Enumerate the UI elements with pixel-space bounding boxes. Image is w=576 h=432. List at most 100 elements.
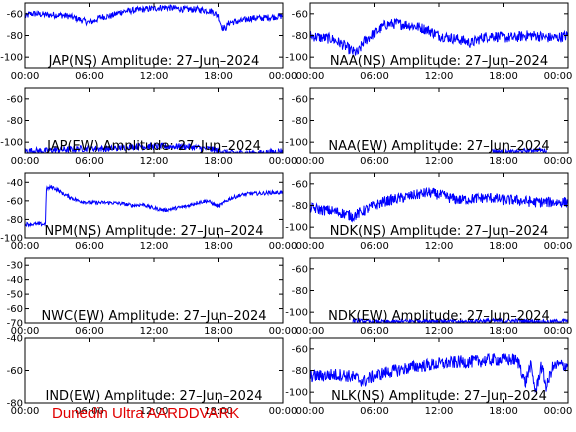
x-tick-label: 00:00 [544,71,573,82]
y-tick-label: -100 [0,138,23,149]
x-tick-label: 06:00 [75,326,104,337]
x-tick-label: 00:00 [11,71,40,82]
x-tick-label: 18:00 [204,406,233,417]
x-tick-label: 06:00 [360,241,389,252]
panel-title: IND(EW) Amplitude: 27–Jun–2024 [46,389,263,404]
x-tick-label: 12:00 [425,241,454,252]
y-tick-label: -50 [7,290,23,301]
panel-title: NAA(NS) Amplitude: 27–Jun–2024 [330,54,548,69]
panel-title: NPM(NS) Amplitude: 27–Jun–2024 [44,224,263,239]
x-tick-label: 18:00 [204,241,233,252]
x-tick-label: 06:00 [75,241,104,252]
x-tick-label: 00:00 [11,406,40,417]
x-tick-label: 12:00 [140,156,169,167]
y-tick-label: -60 [292,179,308,190]
x-tick-label: 06:00 [75,71,104,82]
x-tick-label: 00:00 [296,71,325,82]
y-tick-label: -100 [285,223,308,234]
y-tick-label: -80 [292,31,308,42]
y-tick-label: -100 [0,53,23,64]
x-tick-label: 18:00 [489,156,518,167]
y-tick-label: -60 [7,304,23,315]
panel-title: JAP(NS) Amplitude: 27–Jun–2024 [48,54,260,69]
y-tick-label: -60 [292,264,308,275]
x-tick-label: 00:00 [269,71,298,82]
x-tick-label: 12:00 [140,71,169,82]
footer-credit: Dunedin Ultra AARDDVARK [52,405,240,422]
x-tick-label: 00:00 [544,326,573,337]
x-tick-label: 00:00 [296,156,325,167]
y-tick-label: -80 [7,116,23,127]
x-tick-label: 12:00 [425,406,454,417]
x-tick-label: 00:00 [11,326,40,337]
x-tick-label: 00:00 [11,156,40,167]
y-tick-label: -100 [285,308,308,319]
y-tick-label: -60 [7,366,23,377]
series-line [310,352,568,394]
panel-6: -100 -80 -60 00:00 06:00 12:00 18:00 00:00 NDK(N… [285,172,573,252]
panel-5: -100 -80 -60 -40 00:00 06:00 12:00 18:00 00:00 NP… [0,172,298,252]
y-tick-label: -80 [7,31,23,42]
panel-10: -100 -80 -60 00:00 06:00 12:00 18:00 00:00 NLK(N… [285,337,573,417]
y-tick-label: -80 [7,215,23,226]
x-tick-label: 12:00 [140,326,169,337]
x-tick-label: 00:00 [269,156,298,167]
x-tick-label: 18:00 [204,71,233,82]
y-tick-label: -100 [285,388,308,399]
x-tick-label: 00:00 [544,406,573,417]
x-tick-label: 00:00 [296,326,325,337]
panel-3: -100 -80 -60 00:00 06:00 12:00 18:00 00:00 JAP(E… [0,87,298,167]
panel-title: NDK(EW) Amplitude: 27–Jun–2024 [328,309,550,324]
x-tick-label: 06:00 [360,406,389,417]
series-line [25,183,283,228]
x-tick-label: 06:00 [75,156,104,167]
y-tick-label: -80 [292,116,308,127]
x-tick-label: 12:00 [425,71,454,82]
x-tick-label: 12:00 [425,156,454,167]
y-tick-label: -40 [7,178,23,189]
y-tick-label: -40 [7,334,23,345]
panel-2: -100 -80 -60 00:00 06:00 12:00 18:00 00:00 NAA(N… [285,2,573,82]
x-tick-label: 00:00 [544,156,573,167]
series-line [25,4,283,32]
series-line [492,146,547,153]
y-tick-label: -60 [292,9,308,20]
y-tick-label: -60 [292,94,308,105]
y-tick-label: -60 [7,196,23,207]
y-tick-label: -60 [7,9,23,20]
x-tick-label: 12:00 [425,326,454,337]
panel-1: -100 -80 -60 00:00 06:00 12:00 18:00 00:00 JAP(N… [0,2,298,82]
y-tick-label: -80 [292,286,308,297]
x-tick-label: 12:00 [140,241,169,252]
x-tick-label: 18:00 [489,71,518,82]
y-tick-label: -70 [7,319,23,330]
y-tick-label: -100 [0,234,23,245]
y-tick-label: -40 [7,275,23,286]
x-tick-label: 18:00 [489,241,518,252]
y-tick-label: -100 [285,138,308,149]
y-tick-label: -80 [292,201,308,212]
x-tick-label: 06:00 [360,71,389,82]
x-tick-label: 00:00 [269,406,298,417]
x-tick-label: 06:00 [360,156,389,167]
x-tick-label: 18:00 [204,156,233,167]
x-tick-label: 00:00 [269,241,298,252]
x-tick-label: 18:00 [489,326,518,337]
y-tick-label: -100 [285,53,308,64]
y-tick-label: -80 [7,399,23,410]
x-tick-label: 12:00 [140,406,169,417]
x-tick-label: 00:00 [11,241,40,252]
x-tick-label: 00:00 [296,241,325,252]
panel-9: -80 -60 -40 00:00 06:00 12:00 18:00 00:00 IND(EW… [7,334,298,418]
panel-title: NLK(NS) Amplitude: 27–Jun–2024 [331,389,547,404]
x-tick-label: 00:00 [544,241,573,252]
y-tick-label: -80 [292,366,308,377]
panel-title: NAA(EW) Amplitude: 27–Jun–2024 [328,139,549,154]
series-line [310,186,568,223]
x-tick-label: 06:00 [75,406,104,417]
panel-title: JAP(EW) Amplitude: 27–Jun–2024 [46,139,261,154]
series-line [310,17,568,56]
